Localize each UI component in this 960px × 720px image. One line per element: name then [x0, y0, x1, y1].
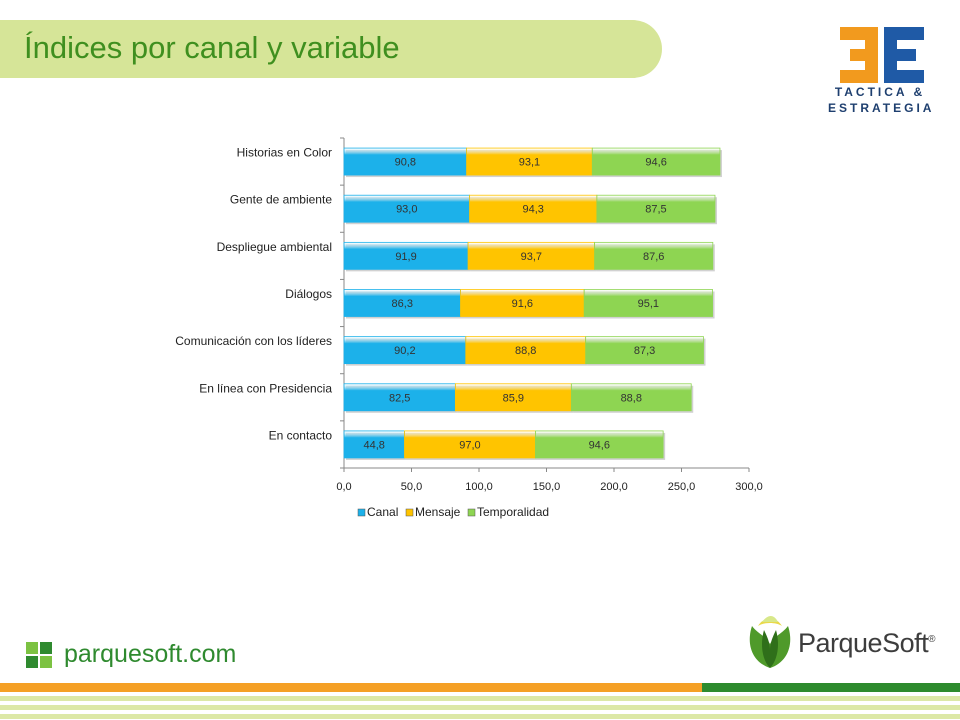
- bar-segment: [583, 289, 713, 317]
- leaf-icon: [749, 616, 791, 668]
- data-label: 88,8: [515, 345, 536, 357]
- bar-segment: [343, 289, 461, 317]
- data-label: 91,9: [395, 251, 416, 263]
- bar-segment: [343, 241, 469, 270]
- footer-stripes: [0, 683, 960, 719]
- legend-label: Temporalidad: [477, 505, 549, 519]
- bar-segment: [535, 430, 664, 459]
- category-label: Gente de ambiente: [230, 193, 332, 207]
- x-tick-label: 50,0: [401, 481, 422, 493]
- data-label: 94,6: [589, 439, 610, 451]
- data-label: 94,3: [522, 204, 543, 216]
- data-label: 85,9: [503, 392, 524, 404]
- data-label: 90,2: [394, 345, 415, 357]
- data-label: 97,0: [459, 439, 480, 451]
- data-label: 87,6: [643, 251, 664, 263]
- logo-line-1: TACTICA &: [834, 85, 926, 99]
- category-label: Diálogos: [285, 287, 332, 301]
- bar-segment: [466, 147, 593, 176]
- x-tick-label: 150,0: [533, 481, 561, 493]
- bar-segment: [467, 241, 595, 270]
- bar-segment: [343, 430, 405, 459]
- category-label: En línea con Presidencia: [199, 381, 332, 395]
- page-title: Índices por canal y variable: [24, 30, 400, 65]
- x-tick-label: 200,0: [600, 481, 628, 493]
- parquesoft-url-logo: parquesoft.com: [26, 640, 246, 674]
- bar-segment: [585, 336, 704, 365]
- x-tick-label: 300,0: [735, 481, 763, 493]
- x-tick-label: 0,0: [336, 481, 351, 493]
- data-label: 90,8: [395, 157, 416, 169]
- bar-segment: [454, 383, 572, 412]
- data-label: 82,5: [389, 392, 410, 404]
- category-label: Comunicación con los líderes: [175, 334, 332, 348]
- data-label: 95,1: [638, 298, 659, 310]
- title-band: [0, 20, 662, 78]
- data-label: 87,5: [645, 204, 666, 216]
- parquesoft-brand-logo: ParqueSoft®: [744, 614, 935, 672]
- legend-swatch: [357, 508, 366, 517]
- bar-segment: [343, 147, 467, 176]
- data-label: 86,3: [392, 298, 413, 310]
- squares-icon: [26, 642, 52, 668]
- legend-swatch: [467, 508, 476, 517]
- data-label: 44,8: [364, 439, 385, 451]
- data-label: 93,7: [521, 251, 542, 263]
- data-label: 94,6: [645, 157, 666, 169]
- logo-3e-letters: [840, 27, 924, 83]
- data-label: 93,1: [519, 157, 540, 169]
- bar-segment: [594, 241, 714, 270]
- legend-label: Mensaje: [415, 505, 461, 519]
- tactica-estrategia-logo: TACTICA & ESTRATEGIA: [828, 25, 932, 120]
- brand-name: ParqueSoft: [798, 628, 929, 658]
- data-label: 87,3: [634, 345, 655, 357]
- legend-label: Canal: [367, 505, 398, 519]
- legend-swatch: [405, 508, 414, 517]
- bar-segment: [591, 147, 721, 176]
- bar-segment: [570, 383, 692, 412]
- x-tick-label: 100,0: [465, 481, 493, 493]
- parquesoft-brand-text: ParqueSoft®: [798, 628, 935, 659]
- category-label: Despliegue ambiental: [217, 240, 332, 254]
- bar-segment: [343, 336, 467, 365]
- bar-segment: [343, 194, 470, 223]
- data-label: 91,6: [512, 298, 533, 310]
- registered-mark: ®: [928, 634, 935, 645]
- bar-segment: [469, 194, 598, 223]
- category-label: En contacto: [269, 428, 333, 442]
- footer-url: parquesoft.com: [64, 640, 237, 668]
- x-tick-label: 250,0: [668, 481, 696, 493]
- logo-line-2: ESTRATEGIA: [828, 101, 935, 115]
- data-label: 93,0: [396, 204, 417, 216]
- bar-segment: [596, 194, 716, 223]
- category-label: Historias en Color: [237, 146, 332, 160]
- data-label: 88,8: [621, 392, 642, 404]
